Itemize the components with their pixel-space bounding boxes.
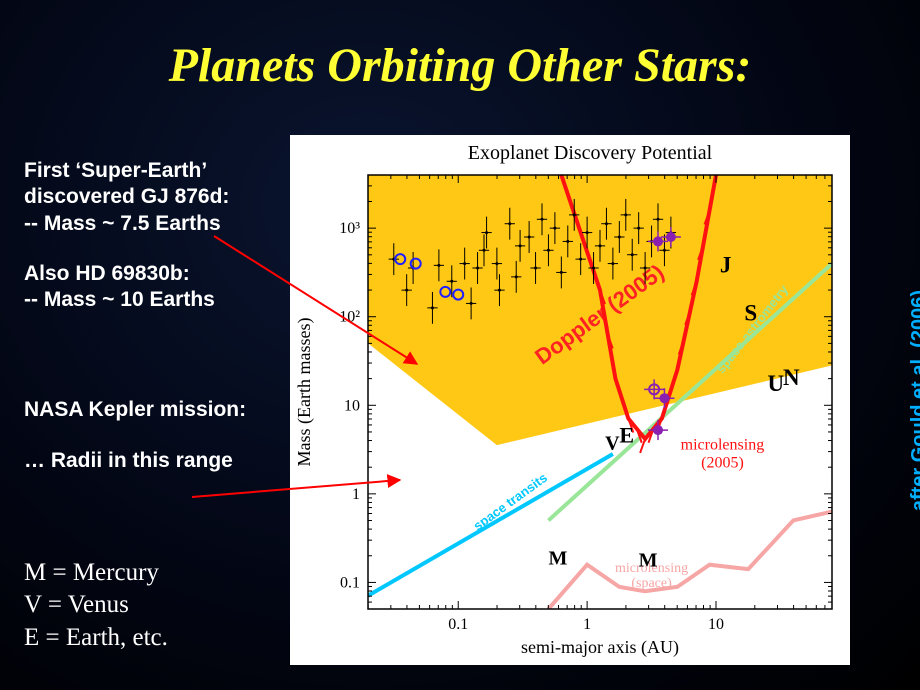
svg-text:10³: 10³ (339, 220, 360, 237)
slide-title: Planets Orbiting Other Stars: (0, 38, 920, 93)
discovery-chart: Exoplanet Discovery Potential semi-major … (290, 135, 850, 665)
svg-text:10: 10 (344, 397, 360, 414)
svg-text:M: M (639, 549, 658, 571)
svg-text:10: 10 (708, 616, 724, 633)
svg-text:space transits: space transits (471, 470, 551, 534)
kepler-line: NASA Kepler mission: (24, 397, 274, 423)
se-line2: discovered GJ 876d: (24, 184, 274, 210)
credit-text: after Gould et al. (2006) (908, 290, 920, 511)
svg-text:V: V (605, 433, 620, 455)
super-earth-block: First ‘Super-Earth’ discovered GJ 876d: … (24, 158, 274, 237)
hd-line2: -- Mass ~ 10 Earths (24, 287, 274, 313)
svg-text:U: U (768, 371, 785, 396)
planet-legend: M = Mercury V = Venus E = Earth, etc. (24, 557, 168, 655)
svg-text:Exoplanet Discovery Potential: Exoplanet Discovery Potential (468, 142, 713, 164)
sidebar-text: First ‘Super-Earth’ discovered GJ 876d: … (24, 158, 274, 498)
svg-text:(space): (space) (631, 576, 672, 591)
svg-text:E: E (619, 422, 634, 447)
svg-text:0.1: 0.1 (340, 574, 360, 591)
svg-text:M: M (548, 548, 567, 570)
svg-text:10²: 10² (339, 309, 360, 326)
legend-m: M = Mercury (24, 557, 168, 590)
svg-text:N: N (783, 365, 800, 390)
svg-text:microlensing: microlensing (681, 437, 765, 454)
hd-block: Also HD 69830b: -- Mass ~ 10 Earths (24, 261, 274, 314)
svg-text:S: S (744, 300, 757, 325)
svg-text:Mass (Earth masses): Mass (Earth masses) (294, 318, 315, 467)
se-line1: First ‘Super-Earth’ (24, 158, 274, 184)
se-line3: -- Mass ~ 7.5 Earths (24, 211, 274, 237)
legend-e: E = Earth, etc. (24, 622, 168, 655)
svg-text:1: 1 (352, 486, 360, 503)
svg-text:semi-major axis (AU): semi-major axis (AU) (521, 637, 679, 658)
chart-svg: Exoplanet Discovery Potential semi-major … (290, 135, 850, 665)
radii-line: … Radii in this range (24, 448, 274, 474)
svg-text:0.1: 0.1 (448, 616, 468, 633)
legend-v: V = Venus (24, 589, 168, 622)
hd-line1: Also HD 69830b: (24, 261, 274, 287)
svg-text:(2005): (2005) (701, 454, 744, 471)
svg-text:1: 1 (583, 616, 591, 633)
svg-text:J: J (720, 252, 732, 277)
